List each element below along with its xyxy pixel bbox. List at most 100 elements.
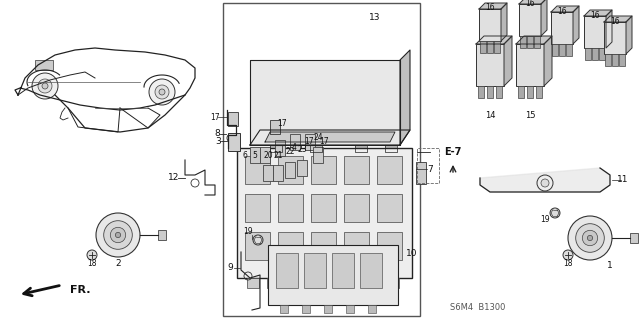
Bar	[494, 41, 500, 53]
Bar	[520, 36, 526, 48]
Circle shape	[42, 83, 48, 89]
Polygon shape	[519, 0, 547, 4]
Bar	[377, 194, 402, 222]
Bar	[585, 48, 591, 60]
Polygon shape	[573, 6, 579, 44]
Text: 16: 16	[590, 11, 600, 20]
Circle shape	[253, 235, 263, 245]
Text: 20: 20	[263, 151, 273, 160]
Text: 24: 24	[313, 132, 323, 142]
Bar	[287, 278, 299, 288]
Bar	[245, 194, 270, 222]
Bar	[273, 165, 283, 181]
Bar	[270, 120, 280, 134]
Bar	[584, 16, 606, 48]
Text: 10: 10	[406, 249, 418, 257]
Bar	[278, 194, 303, 222]
Circle shape	[541, 179, 549, 187]
Polygon shape	[476, 36, 512, 44]
Polygon shape	[385, 145, 397, 152]
Polygon shape	[310, 145, 322, 152]
Bar	[605, 54, 611, 66]
Polygon shape	[479, 3, 507, 9]
Bar	[599, 48, 605, 60]
Text: 12: 12	[168, 174, 180, 182]
Bar	[290, 134, 300, 150]
Bar	[416, 162, 426, 184]
Bar	[619, 54, 625, 66]
Bar	[527, 36, 533, 48]
Bar	[417, 148, 439, 183]
Bar	[559, 44, 565, 56]
Text: 7: 7	[427, 165, 433, 174]
Polygon shape	[626, 16, 632, 54]
Bar	[324, 305, 332, 313]
Text: 8: 8	[214, 130, 220, 138]
Bar	[35, 60, 53, 70]
Bar	[479, 9, 501, 41]
Text: 9: 9	[227, 263, 233, 272]
Text: 3: 3	[215, 137, 221, 145]
Polygon shape	[270, 145, 282, 152]
Bar	[377, 156, 402, 184]
Bar	[476, 44, 504, 86]
Bar	[278, 156, 303, 184]
Bar	[332, 253, 354, 288]
Circle shape	[155, 85, 169, 99]
Bar	[260, 147, 270, 163]
Bar	[478, 86, 484, 98]
Circle shape	[576, 224, 604, 252]
Text: 17: 17	[210, 113, 220, 122]
Bar	[604, 22, 626, 54]
Bar	[496, 86, 502, 98]
Bar	[344, 194, 369, 222]
Text: 17: 17	[277, 120, 287, 129]
Polygon shape	[551, 6, 579, 12]
Bar	[536, 86, 542, 98]
Bar	[250, 147, 260, 163]
Bar	[518, 86, 524, 98]
Bar	[344, 232, 369, 260]
Text: 6: 6	[243, 151, 248, 160]
Circle shape	[159, 89, 165, 95]
Circle shape	[115, 232, 120, 238]
Bar	[228, 133, 240, 151]
Text: E-7: E-7	[444, 147, 461, 157]
Circle shape	[588, 235, 593, 241]
Text: 16: 16	[610, 18, 620, 26]
Polygon shape	[355, 145, 367, 152]
Circle shape	[96, 213, 140, 257]
Bar	[304, 253, 326, 288]
Text: 4: 4	[292, 144, 296, 152]
Text: 23: 23	[297, 145, 307, 154]
Text: 5: 5	[253, 151, 257, 160]
Polygon shape	[265, 132, 395, 142]
Bar	[346, 305, 354, 313]
Circle shape	[582, 230, 598, 246]
Bar	[311, 156, 336, 184]
Bar	[228, 112, 238, 126]
Text: 16: 16	[485, 4, 495, 12]
Text: 19: 19	[243, 227, 253, 236]
Text: 11: 11	[617, 175, 628, 184]
Bar	[267, 278, 279, 288]
Text: S6M4  B1300: S6M4 B1300	[450, 303, 506, 313]
Polygon shape	[604, 16, 632, 22]
Bar	[305, 134, 315, 150]
Bar	[630, 233, 638, 243]
Circle shape	[87, 250, 97, 260]
Text: 22: 22	[285, 147, 295, 157]
Polygon shape	[501, 3, 507, 41]
Bar	[367, 278, 379, 288]
Bar	[307, 278, 319, 288]
Bar	[245, 232, 270, 260]
Bar	[302, 305, 310, 313]
Bar	[387, 278, 399, 288]
Circle shape	[38, 79, 52, 93]
Bar	[158, 230, 166, 240]
Bar	[516, 44, 544, 86]
Bar	[551, 12, 573, 44]
Polygon shape	[584, 10, 612, 16]
Text: 13: 13	[369, 13, 381, 23]
Text: 18: 18	[87, 258, 97, 268]
